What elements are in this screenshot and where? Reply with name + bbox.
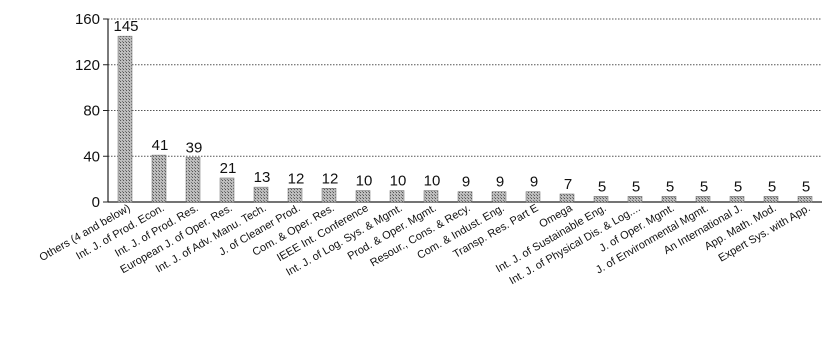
- y-tick-label: 120: [75, 57, 100, 74]
- data-label: 12: [288, 170, 305, 187]
- data-labels: 145 41 39 21 13 12 12 10 10 10 9 9 9 7 5 5 5 5 5 5 5: [113, 18, 810, 195]
- bar: [797, 196, 813, 203]
- data-label: 5: [598, 178, 606, 195]
- data-label: 21: [220, 160, 237, 177]
- bar: [117, 35, 133, 203]
- bar: [559, 193, 575, 203]
- data-label: 5: [666, 178, 674, 195]
- y-tick-label: 0: [92, 194, 100, 211]
- x-tick-labels: Others (4 and below)Int. J. of Prod. Eco…: [38, 202, 813, 287]
- data-label: 5: [700, 178, 708, 195]
- data-label: 5: [632, 178, 640, 195]
- data-label: 10: [390, 173, 407, 190]
- data-label: 5: [768, 178, 776, 195]
- bar: [457, 191, 473, 203]
- bar: [695, 196, 711, 203]
- data-label: 9: [530, 174, 538, 191]
- bar: [423, 190, 439, 203]
- bar: [253, 186, 269, 203]
- data-label: 9: [496, 174, 504, 191]
- data-label: 9: [462, 174, 470, 191]
- bar: [729, 196, 745, 203]
- bar: [661, 196, 677, 203]
- bar: [151, 154, 167, 203]
- bar: [287, 188, 303, 203]
- y-tick-label: 80: [83, 103, 100, 120]
- bar: [321, 188, 337, 203]
- gridlines: [108, 18, 822, 157]
- data-label: 10: [424, 173, 441, 190]
- data-label: 39: [186, 139, 203, 156]
- y-tick-label: 40: [83, 148, 100, 165]
- data-label: 41: [152, 137, 169, 154]
- bar: [491, 191, 507, 203]
- data-label: 5: [734, 178, 742, 195]
- bar: [593, 196, 609, 203]
- y-tick-labels: 0 40 80 120 160: [75, 11, 100, 211]
- data-label: 12: [322, 170, 339, 187]
- bar: [355, 190, 371, 203]
- y-tick-label: 160: [75, 11, 100, 28]
- bar: [389, 190, 405, 203]
- data-label: 10: [356, 173, 373, 190]
- data-label: 145: [113, 18, 138, 35]
- bar: [219, 177, 235, 203]
- bar: [525, 191, 541, 203]
- data-label: 7: [564, 176, 572, 193]
- data-label: 5: [802, 178, 810, 195]
- bar: [763, 196, 779, 203]
- bar: [627, 196, 643, 203]
- bars: [117, 35, 813, 203]
- data-label: 13: [254, 169, 271, 186]
- bar: [185, 157, 201, 203]
